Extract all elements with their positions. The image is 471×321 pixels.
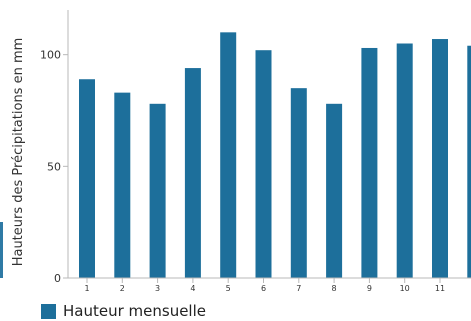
y-axis-label: Hauteurs des Précipitations en mm — [11, 38, 26, 267]
bar-3 — [149, 103, 166, 278]
y-tick-label: 100 — [40, 49, 61, 62]
bar-8 — [326, 103, 343, 278]
x-tick-label: 9 — [367, 284, 372, 293]
bar-12 — [467, 45, 471, 278]
bar-4 — [184, 68, 201, 278]
x-tick-label: 6 — [261, 284, 266, 293]
bar-7 — [290, 88, 307, 279]
bar-9 — [361, 47, 378, 278]
bar-1 — [79, 79, 95, 278]
bar-5 — [220, 32, 237, 279]
x-tick-label: 4 — [190, 284, 195, 293]
x-tick-label: 1 — [84, 284, 89, 293]
y-tick-label: 0 — [54, 272, 61, 285]
bar-10 — [396, 43, 413, 278]
bar-6 — [255, 50, 272, 279]
bar-11 — [432, 39, 448, 279]
y-ticks: 0 50 100 — [40, 49, 68, 285]
x-tick-label: 11 — [435, 284, 445, 293]
x-ticks: 123456789101112 — [84, 278, 471, 293]
x-tick-label: 2 — [120, 284, 125, 293]
legend-swatch — [41, 303, 56, 319]
legend: Hauteur mensuelle — [41, 301, 206, 321]
x-tick-label: 8 — [332, 284, 337, 293]
y-tick-label: 50 — [47, 160, 61, 173]
x-tick-label: 7 — [296, 284, 301, 293]
x-tick-label: 10 — [400, 284, 410, 293]
x-tick-label: 3 — [155, 284, 160, 293]
bar-2 — [114, 92, 131, 278]
left-accent-bar — [0, 222, 3, 278]
bars — [79, 32, 471, 279]
legend-label: Hauteur mensuelle — [63, 302, 206, 320]
x-tick-label: 5 — [226, 284, 231, 293]
